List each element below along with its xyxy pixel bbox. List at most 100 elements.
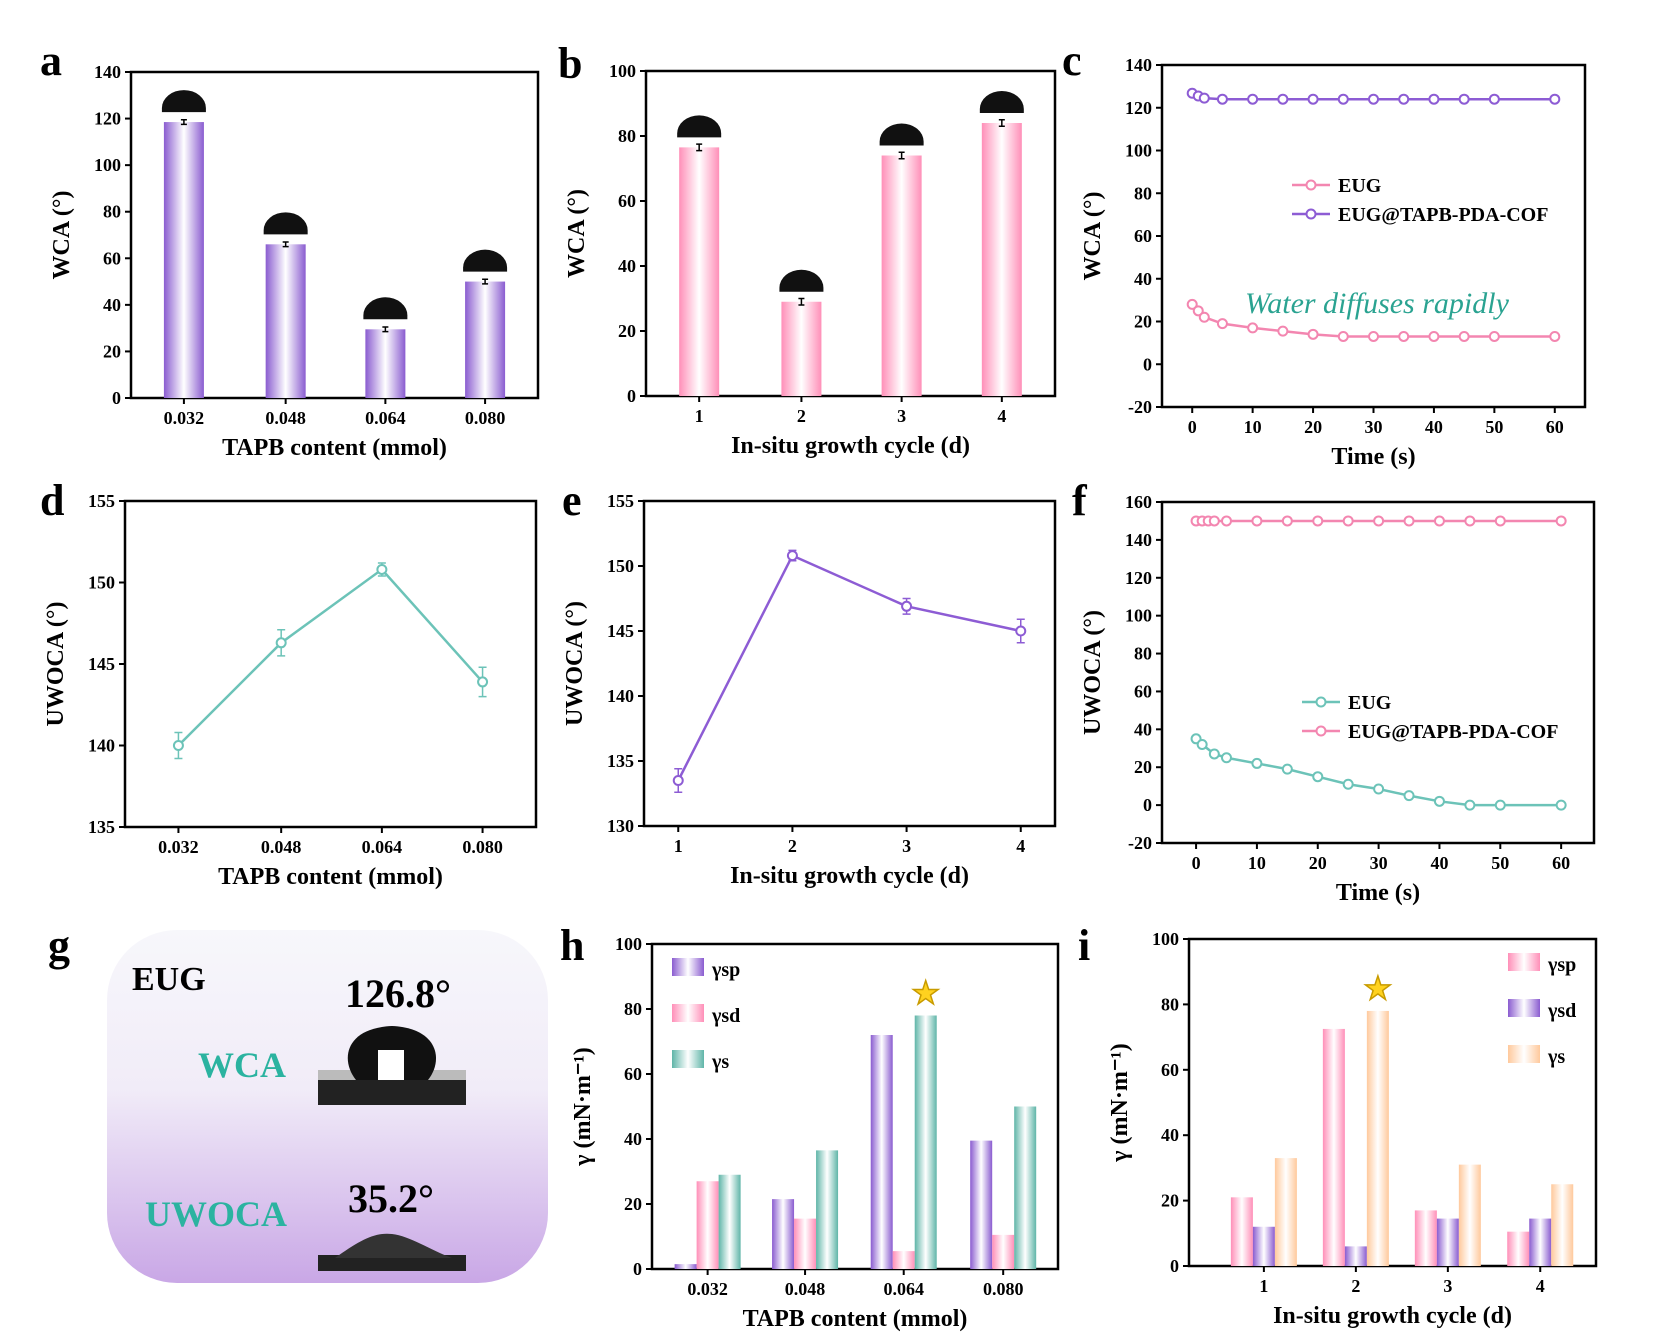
- x-tick-label: 60: [1552, 853, 1570, 873]
- y-tick-label: 145: [607, 621, 634, 641]
- x-tick-label: 0.064: [362, 837, 403, 857]
- legend-label: EUG: [1338, 175, 1382, 197]
- panel-label-e: e: [562, 476, 582, 525]
- y-tick-label: 120: [1125, 98, 1152, 118]
- legend-swatch: [1508, 1045, 1540, 1063]
- panel-g-background: [107, 930, 548, 1283]
- x-tick-label: 2: [788, 836, 797, 856]
- error-bar: [898, 151, 905, 160]
- y-tick-label: 40: [1161, 1125, 1179, 1145]
- y-tick-label: 155: [607, 491, 634, 511]
- x-axis-label: In-situ growth cycle (d): [731, 433, 970, 459]
- y-axis-label: WCA (°): [1080, 192, 1106, 281]
- data-point: [1186, 298, 1198, 310]
- x-tick-label: 3: [897, 406, 906, 426]
- droplet-image: [879, 123, 924, 146]
- y-tick-label: -20: [1128, 833, 1152, 853]
- y-tick-label: 0: [627, 386, 636, 406]
- panel-label-d: d: [40, 476, 64, 525]
- panel-label-h: h: [560, 921, 584, 970]
- bar: [794, 1218, 817, 1269]
- y-tick-label: 20: [624, 1194, 642, 1214]
- y-tick-label: 140: [607, 686, 634, 706]
- x-tick-label: 0.080: [983, 1279, 1024, 1299]
- panel-g: EUG 126.8° WCA 35.2° UWOCA: [107, 930, 548, 1283]
- error-bar: [798, 297, 805, 306]
- x-tick-label: 4: [997, 406, 1006, 426]
- data-point: [1368, 93, 1379, 105]
- bar: [696, 1181, 719, 1269]
- data-point: [901, 600, 913, 612]
- uwoca-droplet-image: [318, 1233, 466, 1271]
- x-tick-label: 2: [797, 406, 806, 426]
- data-point: [1312, 515, 1324, 527]
- y-tick-label: 140: [1125, 530, 1152, 550]
- y-tick-label: 140: [94, 62, 121, 82]
- bar: [1274, 1158, 1297, 1266]
- legend-marker: [1305, 208, 1317, 220]
- droplet-image: [363, 297, 408, 320]
- legend-label: γs: [711, 1051, 729, 1073]
- x-axis-label: In-situ growth cycle (d): [730, 863, 969, 889]
- bar: [1551, 1184, 1574, 1266]
- x-tick-label: 50: [1485, 417, 1503, 437]
- x-tick-label: 0.048: [785, 1279, 826, 1299]
- y-tick-label: 40: [103, 295, 121, 315]
- y-tick-label: 150: [607, 556, 634, 576]
- data-point: [1208, 515, 1220, 527]
- y-tick-label: 20: [1134, 757, 1152, 777]
- y-tick-label: 80: [618, 126, 636, 146]
- error-bar: [482, 278, 489, 285]
- data-point: [1337, 93, 1349, 105]
- y-tick-label: 20: [1161, 1191, 1179, 1211]
- y-tick-label: 0: [633, 1259, 642, 1279]
- x-tick-label: 60: [1546, 417, 1564, 437]
- data-point: [1015, 625, 1027, 637]
- data-point: [1247, 93, 1259, 105]
- data-point: [1220, 752, 1232, 764]
- legend-label: γs: [1547, 1046, 1565, 1068]
- error-bar: [282, 241, 289, 248]
- x-axis-label: TAPB content (mmol): [218, 864, 443, 890]
- data-point: [1208, 748, 1220, 760]
- data-point: [1428, 93, 1440, 105]
- data-point: [786, 550, 798, 562]
- plot-frame: [129, 70, 540, 400]
- bar: [992, 1234, 1015, 1269]
- x-tick-label: 2: [1351, 1276, 1360, 1296]
- panel-label-i: i: [1078, 921, 1090, 970]
- data-point: [1464, 799, 1476, 811]
- chart-d: 135 140 145 150 155 0.032 0.048 0.064 0.080 TAPB …: [43, 491, 538, 890]
- bar: [1366, 1010, 1389, 1266]
- legend-swatch: [672, 958, 704, 976]
- data-point: [1494, 515, 1506, 527]
- data-point: [1251, 515, 1263, 527]
- y-tick-label: 140: [88, 736, 115, 756]
- x-tick-label: 0.032: [164, 408, 205, 428]
- legend-swatch: [1508, 953, 1540, 971]
- droplet-image: [161, 90, 206, 113]
- bar: [365, 329, 406, 398]
- y-tick-label: 60: [624, 1064, 642, 1084]
- data-point: [1555, 515, 1567, 527]
- y-tick-label: 130: [607, 816, 634, 836]
- x-tick-label: 3: [1443, 1276, 1452, 1296]
- y-tick-label: 140: [1125, 55, 1152, 75]
- data-point: [1196, 738, 1208, 750]
- chart-e: 130 135 140 145 150 155 1 2 3 4 In-situ growth cyc…: [562, 491, 1057, 889]
- y-axis-label: γ (mN·m⁻¹): [1107, 1043, 1133, 1162]
- data-point: [1216, 318, 1228, 330]
- y-axis-label: WCA (°): [49, 191, 75, 280]
- x-tick-label: 50: [1491, 853, 1509, 873]
- x-tick-label: 0: [1188, 417, 1197, 437]
- error-bar: [382, 326, 389, 333]
- data-point: [1494, 799, 1506, 811]
- data-point: [477, 676, 489, 688]
- y-axis-label: WCA (°): [564, 189, 590, 278]
- bar: [1507, 1231, 1530, 1266]
- data-point: [1216, 93, 1228, 105]
- bar: [1252, 1226, 1275, 1266]
- data-point: [1488, 330, 1500, 342]
- bar: [1414, 1210, 1437, 1266]
- star-icon: [1363, 973, 1393, 1002]
